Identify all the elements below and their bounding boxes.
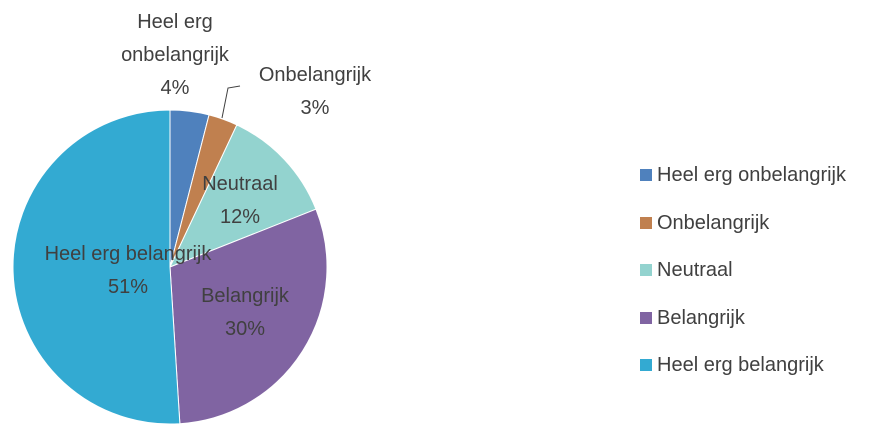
label-name: Heel erg onbelangrijk — [121, 11, 229, 66]
legend-swatch — [640, 216, 652, 229]
legend-label: Heel erg onbelangrijk — [657, 164, 847, 186]
data-label: Heel erg belangrijk 51% — [0, 238, 258, 304]
data-label: Belangrijk 30% — [170, 280, 320, 346]
pie-slice — [12, 109, 181, 425]
data-label: Onbelangrijk 3% — [235, 59, 395, 125]
label-value: 4% — [160, 77, 190, 99]
legend-swatch — [640, 169, 652, 181]
label-name: Neutraal — [202, 173, 278, 195]
legend-label: Neutraal — [657, 259, 733, 281]
label-name: Belangrijk — [201, 285, 289, 307]
label-value: 51% — [107, 276, 149, 298]
legend-swatch — [640, 264, 652, 276]
legend-swatch — [640, 311, 652, 324]
pie-slice — [169, 208, 328, 425]
leader-line — [221, 85, 241, 119]
legend-label: Heel erg belangrijk — [657, 354, 824, 376]
label-value: 3% — [300, 97, 330, 119]
legend-label: Onbelangrijk — [657, 211, 770, 234]
data-label: Neutraal 12% — [180, 168, 300, 234]
label-name: Heel erg belangrijk — [44, 243, 212, 265]
label-value: 12% — [219, 206, 261, 228]
label-name: Onbelangrijk — [258, 64, 372, 86]
legend-label: Belangrijk — [657, 306, 745, 329]
data-label: Heel erg onbelangrijk 4% — [110, 6, 240, 105]
legend-swatch — [640, 359, 652, 371]
pie-slice — [169, 124, 317, 268]
label-value: 30% — [224, 318, 266, 340]
